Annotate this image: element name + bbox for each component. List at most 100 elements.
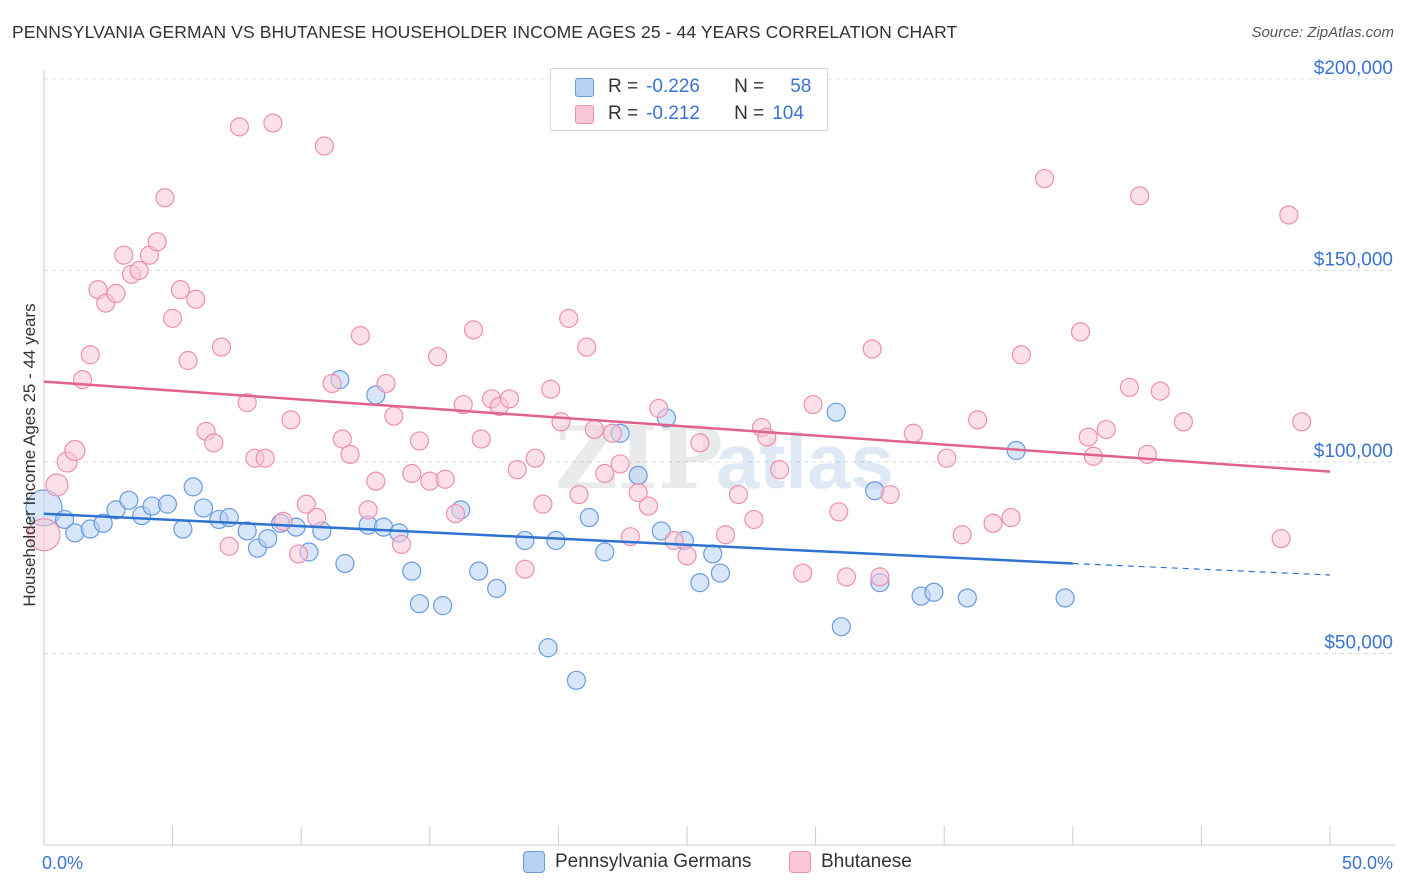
bottom-legend-label: Bhutanese — [821, 851, 912, 872]
point-bhutanese — [332, 429, 352, 449]
point-bhutanese — [728, 484, 749, 505]
point-bhutanese — [903, 423, 923, 443]
point-bhutanese — [610, 454, 630, 474]
point-bhutanese — [350, 326, 370, 346]
point-bhutanese — [211, 337, 232, 357]
point-bhutanese — [391, 534, 412, 554]
point-bhutanese — [983, 513, 1003, 533]
point-pennsylvania — [515, 530, 535, 551]
point-bhutanese — [507, 460, 527, 480]
point-bhutanese — [829, 502, 849, 522]
point-pennsylvania — [628, 465, 648, 486]
point-bhutanese — [690, 433, 710, 453]
point-bhutanese — [1034, 168, 1055, 189]
y-tick-label: $50,000 — [1324, 633, 1393, 654]
point-pennsylvania — [924, 582, 944, 602]
point-bhutanese — [27, 518, 61, 552]
point-bhutanese — [229, 117, 250, 137]
point-bhutanese — [147, 232, 167, 252]
point-bhutanese — [384, 406, 404, 426]
point-bhutanese — [602, 423, 623, 443]
point-bhutanese — [445, 504, 466, 524]
trend-line-pennsylvania — [43, 512, 1073, 565]
point-bhutanese — [314, 136, 334, 156]
point-bhutanese — [952, 525, 972, 545]
chart-title: PENNSYLVANIA GERMAN VS BHUTANESE HOUSEHO… — [12, 22, 958, 42]
point-bhutanese — [64, 439, 86, 462]
point-bhutanese — [1130, 186, 1150, 206]
trend-line-bhutanese — [43, 380, 1331, 473]
point-pennsylvania — [651, 521, 671, 541]
point-bhutanese — [595, 463, 615, 484]
point-bhutanese — [307, 507, 327, 528]
x-tick-label: 0.0% — [42, 853, 83, 873]
point-bhutanese — [45, 473, 69, 497]
point-pennsylvania — [546, 530, 566, 551]
bottom-legend: Pennsylvania Germans Bhutanese — [0, 851, 1406, 877]
legend-n-value: 104 — [772, 103, 804, 124]
point-bhutanese — [499, 389, 520, 409]
point-pennsylvania — [957, 588, 977, 608]
point-bhutanese — [114, 245, 134, 265]
point-pennsylvania — [119, 490, 139, 510]
point-pennsylvania — [566, 670, 587, 690]
point-bhutanese — [273, 511, 293, 531]
series-bhutanese — [27, 113, 1312, 587]
point-bhutanese — [296, 494, 316, 514]
point-bhutanese — [968, 410, 988, 430]
point-bhutanese — [649, 398, 669, 418]
point-bhutanese — [358, 500, 378, 520]
point-pennsylvania — [183, 477, 203, 497]
point-bhutanese — [366, 471, 386, 491]
point-bhutanese — [155, 188, 175, 208]
point-pennsylvania — [258, 528, 278, 549]
point-pennsylvania — [335, 553, 355, 574]
legend-n-value: 58 — [790, 76, 812, 97]
point-bhutanese — [1011, 345, 1031, 365]
point-bhutanese — [515, 559, 535, 579]
point-bhutanese — [664, 530, 684, 551]
point-pennsylvania — [193, 498, 214, 518]
point-bhutanese — [463, 320, 484, 340]
legend-r-value: -0.212 — [646, 103, 700, 124]
point-bhutanese — [1173, 412, 1193, 432]
point-bhutanese — [263, 113, 283, 133]
trend-line-pennsylvania-extension — [1072, 562, 1331, 576]
y-tick-label: $100,000 — [1314, 441, 1393, 462]
point-pennsylvania — [469, 561, 489, 581]
point-bhutanese — [541, 379, 561, 399]
bottom-legend-bhutanese: Bhutanese — [789, 851, 912, 873]
point-pennsylvania — [409, 594, 430, 614]
point-pennsylvania — [831, 617, 851, 637]
point-bhutanese — [870, 567, 890, 587]
point-bhutanese — [1078, 427, 1098, 447]
point-bhutanese — [289, 544, 309, 564]
point-bhutanese — [803, 394, 823, 415]
point-bhutanese — [677, 546, 697, 566]
point-bhutanese — [1070, 322, 1091, 342]
legend-n-label: N = — [734, 103, 765, 124]
point-bhutanese — [533, 494, 553, 514]
point-pennsylvania — [826, 402, 846, 422]
point-pennsylvania — [157, 494, 178, 514]
legend-row-bhutanese: R = -0.212 N = 104 — [575, 102, 804, 126]
watermark: ZIP atlas — [555, 408, 894, 509]
point-bhutanese — [409, 431, 430, 451]
trend-lines — [43, 380, 1331, 576]
point-bhutanese — [106, 283, 126, 304]
legend-row-pennsylvania: R = -0.226 N = 58 — [575, 75, 811, 99]
point-bhutanese — [584, 419, 605, 440]
point-pennsylvania — [595, 542, 615, 562]
point-bhutanese — [255, 448, 275, 468]
bottom-legend-pennsylvania: Pennsylvania Germans — [523, 851, 751, 873]
point-bhutanese — [551, 412, 571, 432]
point-pennsylvania — [106, 500, 126, 520]
point-bhutanese — [793, 563, 813, 583]
point-bhutanese — [638, 496, 659, 516]
source-label: Source: ZipAtlas.com — [1251, 24, 1394, 41]
legend-r-label: R = — [608, 76, 639, 97]
point-pennsylvania — [487, 578, 507, 598]
point-pennsylvania — [237, 521, 257, 541]
point-bhutanese — [435, 469, 455, 489]
